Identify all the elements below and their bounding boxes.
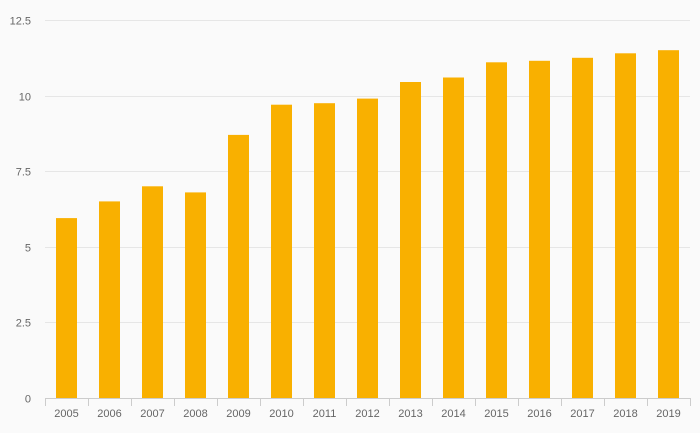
x-tick-label: 2011 [313, 408, 337, 420]
bar-2018[interactable] [615, 53, 636, 399]
bar-2005[interactable] [56, 218, 77, 398]
x-tick-label: 2009 [226, 408, 250, 420]
bar-2006[interactable] [99, 201, 120, 398]
x-tick-label: 2005 [54, 408, 78, 420]
bar-2016[interactable] [529, 60, 550, 399]
y-tick-label: 10 [19, 92, 31, 104]
x-tick-label: 2015 [484, 408, 508, 420]
x-tick-label: 2014 [441, 408, 465, 420]
axes [45, 398, 691, 406]
x-tick-label: 2018 [613, 408, 637, 420]
bar-2017[interactable] [572, 57, 593, 399]
bar-2015[interactable] [486, 62, 507, 399]
x-tick-label: 2012 [355, 408, 379, 420]
bar-2019[interactable] [658, 50, 679, 398]
x-tick-label: 2013 [398, 408, 422, 420]
bar-2014[interactable] [443, 77, 464, 399]
y-tick-label: 7.5 [16, 167, 31, 179]
y-tick-label: 0 [25, 394, 31, 406]
x-tick-label: 2007 [140, 408, 164, 420]
y-tick-label: 5 [25, 243, 31, 255]
y-tick-label: 2.5 [16, 318, 31, 330]
x-tick-label: 2017 [570, 408, 594, 420]
x-tick-label: 2006 [97, 408, 121, 420]
bar-2013[interactable] [400, 82, 421, 398]
x-tick-labels: 2005 2006 2007 2008 2009 2010 2011 2012 2013 2014… [54, 408, 680, 420]
x-tick-label: 2008 [183, 408, 207, 420]
bar-2010[interactable] [271, 104, 292, 398]
x-tick-label: 2019 [656, 408, 680, 420]
bar-2011[interactable] [314, 103, 335, 398]
bar-2007[interactable] [142, 186, 163, 398]
bar-series [56, 50, 679, 399]
x-tick-label: 2016 [527, 408, 551, 420]
bar-2012[interactable] [357, 98, 378, 398]
bar-2009[interactable] [228, 134, 249, 398]
x-tick-label: 2010 [269, 408, 293, 420]
bar-2008[interactable] [185, 192, 206, 398]
y-tick-labels: 0 2.5 5 7.5 10 12.5 [10, 16, 31, 406]
y-tick-label: 12.5 [10, 16, 31, 28]
